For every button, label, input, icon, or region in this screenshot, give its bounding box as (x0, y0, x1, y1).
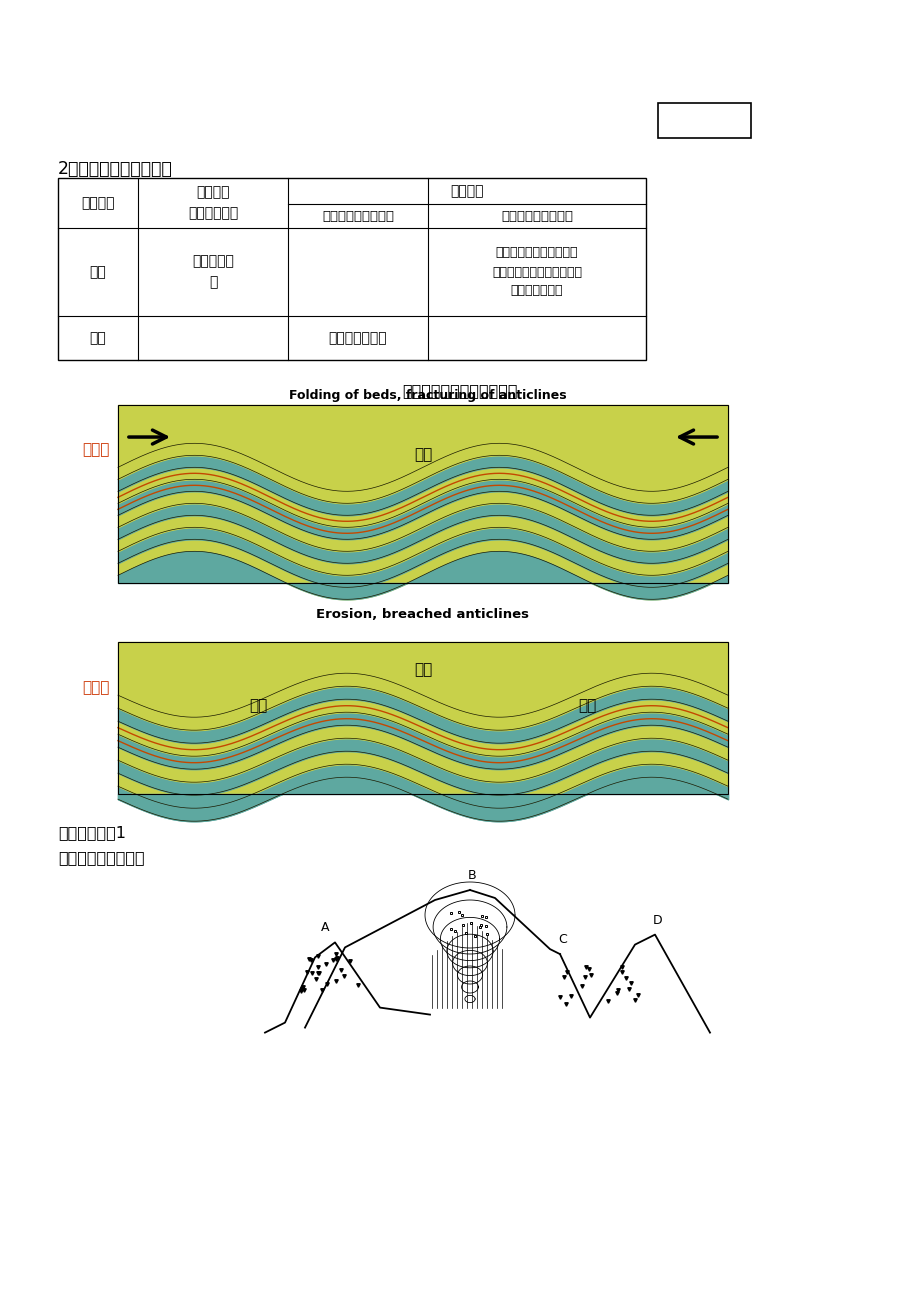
Text: C: C (558, 934, 567, 947)
Text: 背斜成谷、向斜成山示意图: 背斜成谷、向斜成山示意图 (402, 383, 517, 398)
Text: Erosion, breached anticlines: Erosion, breached anticlines (316, 608, 529, 621)
Bar (118, 642, 727, 794)
Text: 岩层形态
（判断依据）: 岩层形态 （判断依据） (187, 186, 238, 220)
Bar (118, 405, 727, 583)
Text: 背斜: 背斜 (89, 266, 107, 279)
Text: 读图回答下列问题：: 读图回答下列问题： (58, 850, 144, 865)
Text: B: B (467, 868, 476, 881)
Text: A: A (321, 922, 329, 935)
Text: 2、褶皱的两种基本形态: 2、褶皱的两种基本形态 (58, 160, 173, 178)
Bar (657, 103, 750, 138)
Bar (118, 405, 727, 583)
Text: 剥蚀后: 剥蚀后 (83, 680, 110, 695)
Text: Folding of beds, fracturing of anticlines: Folding of beds, fracturing of anticline… (289, 389, 566, 402)
Text: 背斜: 背斜 (578, 698, 596, 713)
Text: 断层: 断层 (694, 112, 714, 129)
Text: 早期（受内力作用）: 早期（受内力作用） (322, 210, 393, 223)
Text: 自学效果检测1: 自学效果检测1 (58, 825, 126, 840)
Text: 地表形态: 地表形态 (449, 184, 483, 198)
Text: 岩层向上拱
起: 岩层向上拱 起 (192, 255, 233, 289)
Text: 背斜顶部因受张力作用，
裂隙比较发育，容易遭受侵
蚀而成为谷地。: 背斜顶部因受张力作用， 裂隙比较发育，容易遭受侵 蚀而成为谷地。 (492, 246, 582, 297)
Text: 基本形态: 基本形态 (81, 197, 115, 210)
Text: 向斜: 向斜 (414, 448, 432, 462)
Bar (58, 178, 645, 359)
Text: 形成谷地或盆地: 形成谷地或盆地 (328, 331, 387, 345)
Bar (118, 405, 727, 583)
Text: 背斜: 背斜 (249, 698, 267, 713)
Text: D: D (652, 914, 662, 927)
Text: 剥蚀前: 剥蚀前 (83, 441, 110, 457)
Bar (118, 642, 727, 794)
Bar (118, 642, 727, 794)
Text: 向斜: 向斜 (89, 331, 107, 345)
Text: 向斜: 向斜 (414, 661, 432, 677)
Text: 晚期（受外力作用）: 晚期（受外力作用） (501, 210, 573, 223)
